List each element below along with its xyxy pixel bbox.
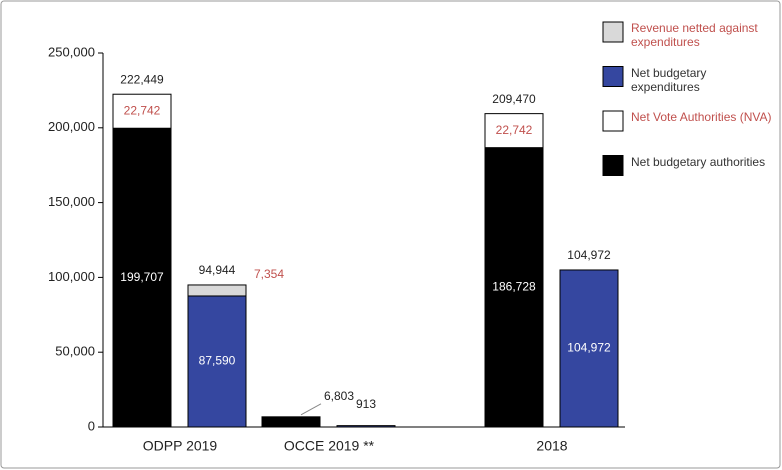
bar-segment [559,269,619,428]
legend-label: Net budgetary authorities [631,154,766,169]
legend-swatch [602,155,624,176]
value-label: 7,354 [254,267,284,281]
bar-segment [112,127,172,428]
total-label: 6,803 [324,389,354,403]
total-label: 209,470 [492,92,536,106]
legend-swatch [602,110,624,132]
bar-segment [484,147,544,428]
legend-label: Net budgetary expenditures [631,65,707,94]
y-tick-label: 200,000 [48,119,95,134]
bar-segment [484,113,544,149]
value-label: 186,728 [492,279,536,293]
y-tick-label: 250,000 [48,44,95,59]
legend-swatch [602,21,624,43]
y-tick-label: 100,000 [48,269,95,284]
total-label: 94,944 [199,263,236,277]
y-tick-label: 0 [88,418,95,433]
y-tick-label: 150,000 [48,194,95,209]
bar-segment [261,416,321,428]
legend-label: Revenue netted against expenditures [631,21,758,49]
value-label: 22,742 [496,123,533,137]
y-tick-label: 50,000 [55,344,95,359]
total-label: 913 [356,397,376,411]
x-tick-label: ODPP 2019 [143,438,218,454]
value-label: 22,742 [124,103,161,117]
value-label: 87,590 [199,354,236,368]
total-label: 104,972 [567,248,611,262]
value-label: 104,972 [567,341,611,355]
bar-segment [112,93,172,129]
x-tick-label: OCCE 2019 ** [284,438,375,454]
legend-label: Net Vote Authorities (NVA) [631,110,772,124]
total-label: 222,449 [120,72,164,86]
bar-segment [187,284,247,297]
bar-segment [187,295,247,428]
leader-line [300,403,322,416]
x-tick-label: 2018 [536,438,567,454]
value-label: 199,707 [120,270,164,284]
legend-swatch [602,66,624,87]
bar-segment [336,425,396,428]
